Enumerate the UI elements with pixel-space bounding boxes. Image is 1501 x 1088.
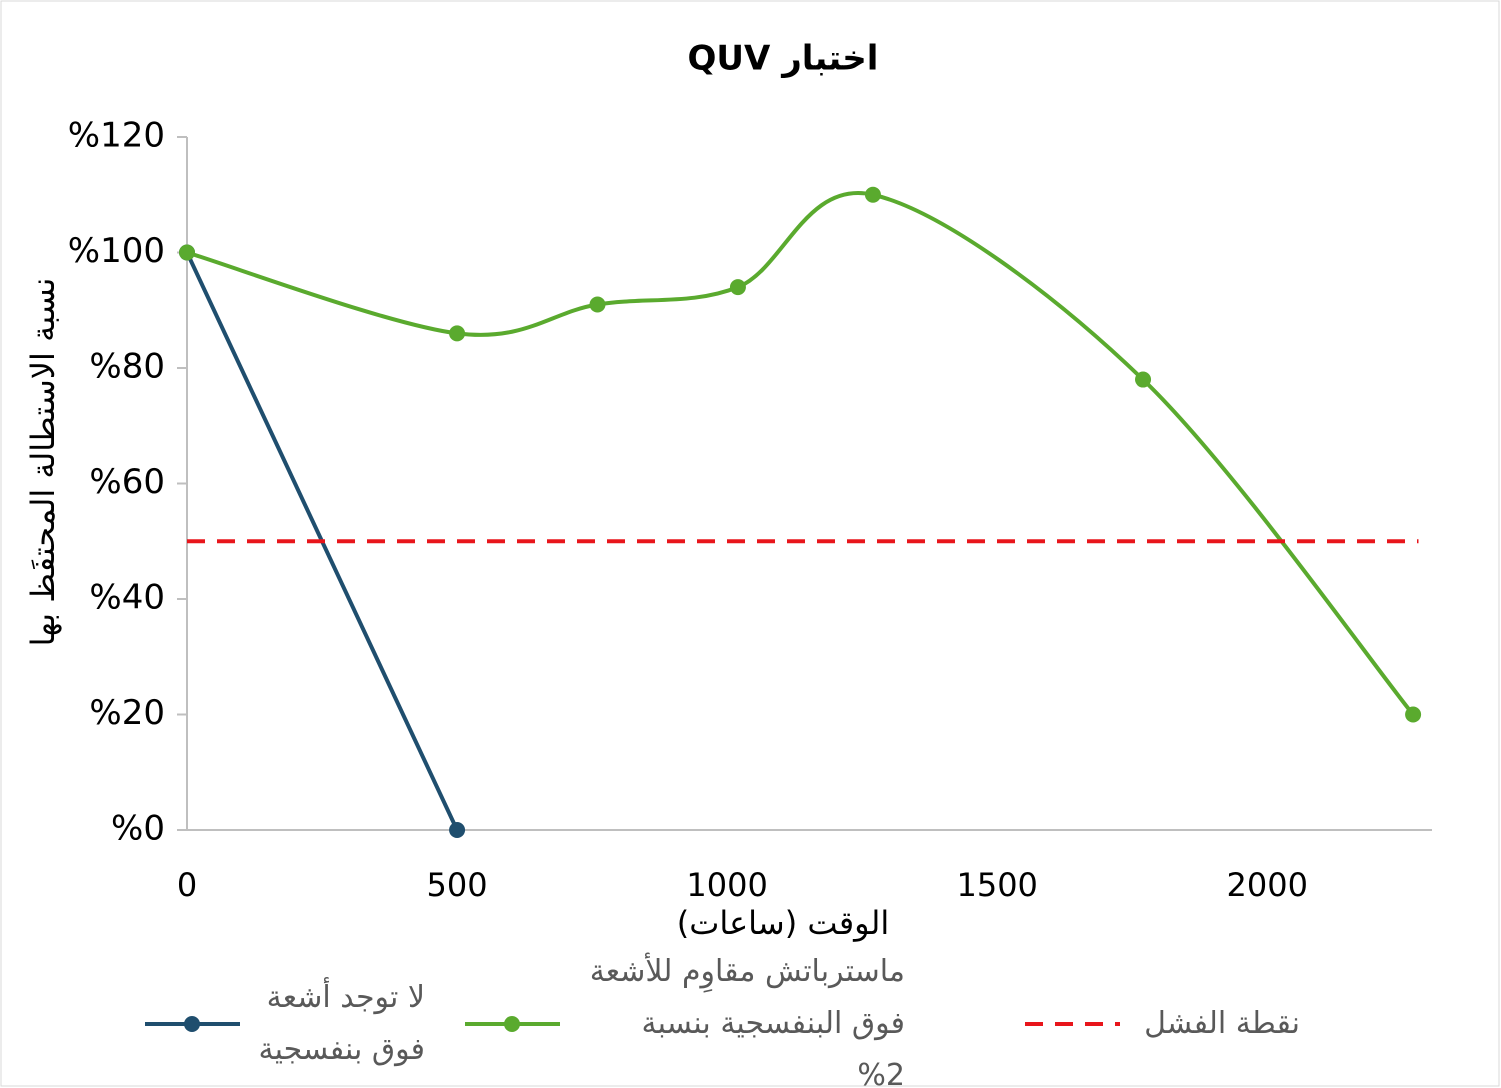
chart-title: اختبار QUV (688, 39, 879, 79)
x-tick-label: 0 (177, 866, 197, 904)
y-tick-label: %0 (111, 809, 165, 849)
y-tick-label: %100 (68, 231, 165, 271)
x-tick-label: 1000 (686, 866, 767, 904)
legend-marker (184, 1016, 200, 1032)
legend-label: لا توجد أشعة فوق بنفسجية (258, 980, 426, 1067)
y-tick-label: %120 (68, 116, 165, 156)
legend-label: نقطة الفشل (1144, 1006, 1300, 1041)
data-point (864, 186, 881, 203)
data-point (1135, 371, 1152, 388)
y-tick-label: %60 (89, 462, 165, 502)
x-tick-label: 2000 (1227, 866, 1308, 904)
legend-label: ماسترباتش مقاوِم للأشعة فوق البنفسجية بن… (589, 954, 905, 1088)
y-tick-label: %80 (89, 347, 165, 387)
data-point (179, 244, 195, 261)
x-tick-label: 500 (427, 866, 488, 904)
x-axis-label: الوقت (ساعات) (677, 904, 890, 942)
x-tick-label: 1500 (956, 866, 1037, 904)
data-point (449, 822, 466, 838)
data-point (449, 325, 466, 342)
y-tick-label: %40 (89, 578, 165, 618)
y-axis-label: نسبة الاستطالة المحتفَظ بها (24, 278, 62, 647)
legend-marker (504, 1016, 520, 1032)
data-point (729, 279, 746, 296)
y-tick-label: %20 (89, 693, 165, 733)
data-point (1405, 706, 1422, 723)
data-point (589, 296, 606, 313)
